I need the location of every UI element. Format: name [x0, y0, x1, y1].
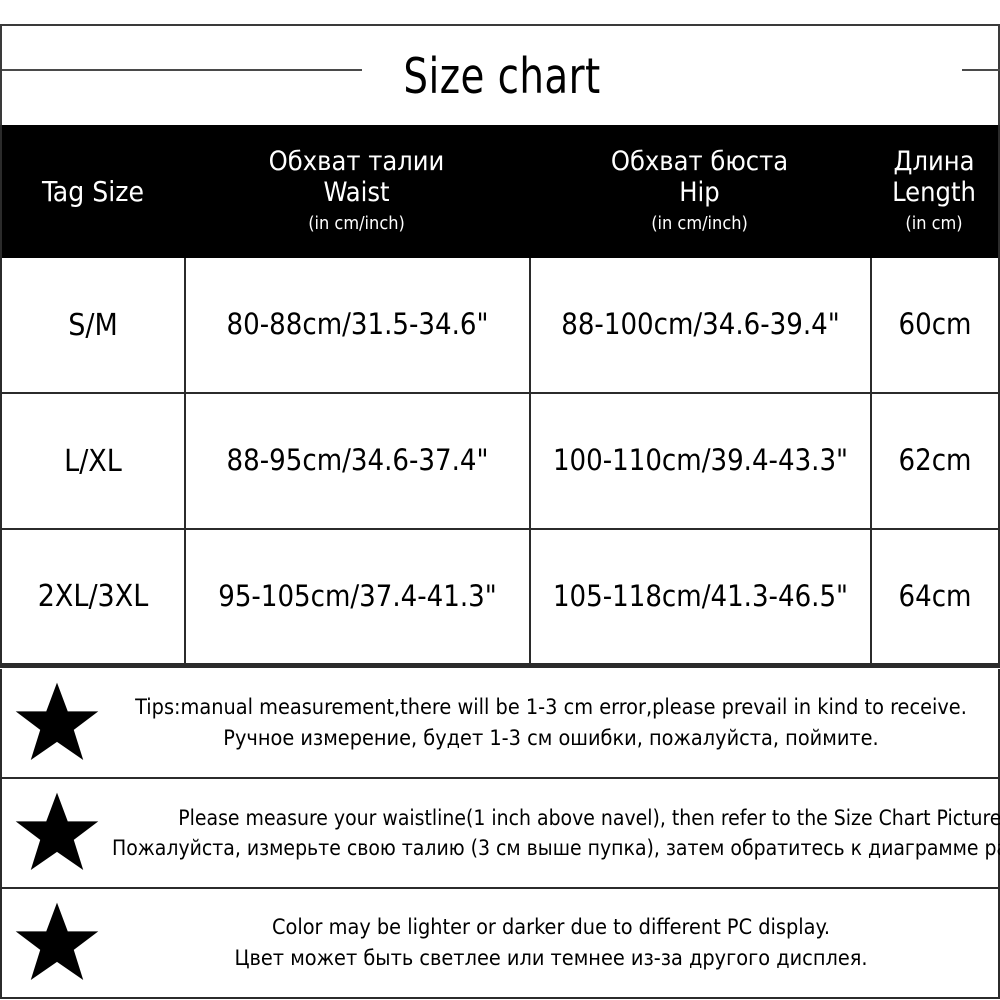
title-rule-right	[962, 69, 1000, 71]
cell-value: 88-95cm/34.6-37.4"	[226, 443, 489, 478]
note-row: Color may be lighter or darker due to di…	[2, 889, 998, 997]
cell-value: 2XL/3XL	[37, 579, 149, 614]
header-tag-size-label: Tag Size	[42, 175, 144, 208]
note-bullet	[2, 790, 112, 876]
header-length-ru: Длина	[893, 146, 975, 178]
cell-length: 62cm	[870, 394, 998, 528]
cell-tag-size: S/M	[2, 258, 184, 392]
note-bullet	[2, 680, 112, 766]
note-text: Tips:manual measurement,there will be 1-…	[112, 692, 998, 754]
cell-waist: 80-88cm/31.5-34.6"	[184, 258, 529, 392]
note-bullet	[2, 900, 112, 986]
note-text: Color may be lighter or darker due to di…	[112, 912, 998, 974]
notes-section: Tips:manual measurement,there will be 1-…	[0, 669, 1000, 999]
header-cell-waist: Обхват талии Waist (in cm/inch)	[184, 125, 529, 258]
header-cell-tag-size: Tag Size	[2, 125, 184, 258]
cell-hip: 88-100cm/34.6-39.4"	[529, 258, 870, 392]
header-hip-unit: (in cm/inch)	[651, 213, 748, 235]
table-row: 2XL/3XL 95-105cm/37.4-41.3" 105-118cm/41…	[2, 530, 998, 666]
cell-length: 60cm	[870, 258, 998, 392]
page-title: Size chart	[403, 48, 601, 105]
title-rule-left	[2, 69, 362, 71]
cell-value: 105-118cm/41.3-46.5"	[552, 578, 849, 613]
header-waist-en: Waist	[323, 177, 390, 209]
note-line-en: Tips:manual measurement,there will be 1-…	[135, 694, 967, 720]
star-icon	[15, 682, 99, 760]
table-row: L/XL 88-95cm/34.6-37.4" 100-110cm/39.4-4…	[2, 394, 998, 530]
table-header-row: Tag Size Обхват талии Waist (in cm/inch)…	[2, 125, 998, 258]
header-hip-en: Hip	[679, 177, 720, 209]
cell-hip: 105-118cm/41.3-46.5"	[529, 530, 870, 663]
table-row: S/M 80-88cm/31.5-34.6" 88-100cm/34.6-39.…	[2, 258, 998, 394]
cell-waist: 95-105cm/37.4-41.3"	[184, 530, 529, 663]
note-text: Please measure your waistline(1 inch abo…	[112, 803, 1000, 864]
size-table: Tag Size Обхват талии Waist (in cm/inch)…	[0, 125, 1000, 668]
cell-tag-size: L/XL	[2, 394, 184, 528]
header-cell-length: Длина Length (in cm)	[870, 125, 998, 258]
note-row: Tips:manual measurement,there will be 1-…	[2, 669, 998, 779]
cell-value: L/XL	[64, 443, 122, 479]
note-row: Please measure your waistline(1 inch abo…	[2, 779, 1000, 889]
header-waist-ru: Обхват талии	[268, 146, 445, 178]
note-line-en: Color may be lighter or darker due to di…	[271, 914, 830, 940]
cell-value: 60cm	[898, 307, 972, 342]
star-icon	[15, 902, 99, 980]
star-icon	[15, 792, 99, 870]
cell-waist: 88-95cm/34.6-37.4"	[184, 394, 529, 528]
cell-value: 64cm	[898, 578, 972, 613]
header-cell-hip: Обхват бюста Hip (in cm/inch)	[529, 125, 870, 258]
cell-value: 100-110cm/39.4-43.3"	[552, 443, 849, 478]
note-line-ru: Цвет может быть светлее или темнее из-за…	[234, 946, 868, 971]
header-hip-ru: Обхват бюста	[610, 146, 789, 178]
cell-tag-size: 2XL/3XL	[2, 530, 184, 663]
cell-length: 64cm	[870, 530, 998, 663]
cell-value: S/M	[68, 307, 118, 343]
note-line-ru: Пожалуйста, измерьте свою талию (3 см вы…	[112, 836, 1000, 860]
title-band: Size chart	[0, 24, 1000, 125]
cell-value: 62cm	[898, 443, 972, 478]
note-line-en: Please measure your waistline(1 inch abo…	[178, 805, 1000, 830]
header-length-unit: (in cm)	[905, 213, 963, 235]
header-waist-unit: (in cm/inch)	[308, 213, 405, 235]
cell-hip: 100-110cm/39.4-43.3"	[529, 394, 870, 528]
header-length-en: Length	[892, 177, 976, 209]
note-line-ru: Ручное измерение, будет 1-3 см ошибки, п…	[223, 726, 879, 751]
cell-value: 80-88cm/31.5-34.6"	[226, 307, 489, 342]
cell-value: 88-100cm/34.6-39.4"	[561, 307, 840, 342]
cell-value: 95-105cm/37.4-41.3"	[218, 578, 497, 613]
